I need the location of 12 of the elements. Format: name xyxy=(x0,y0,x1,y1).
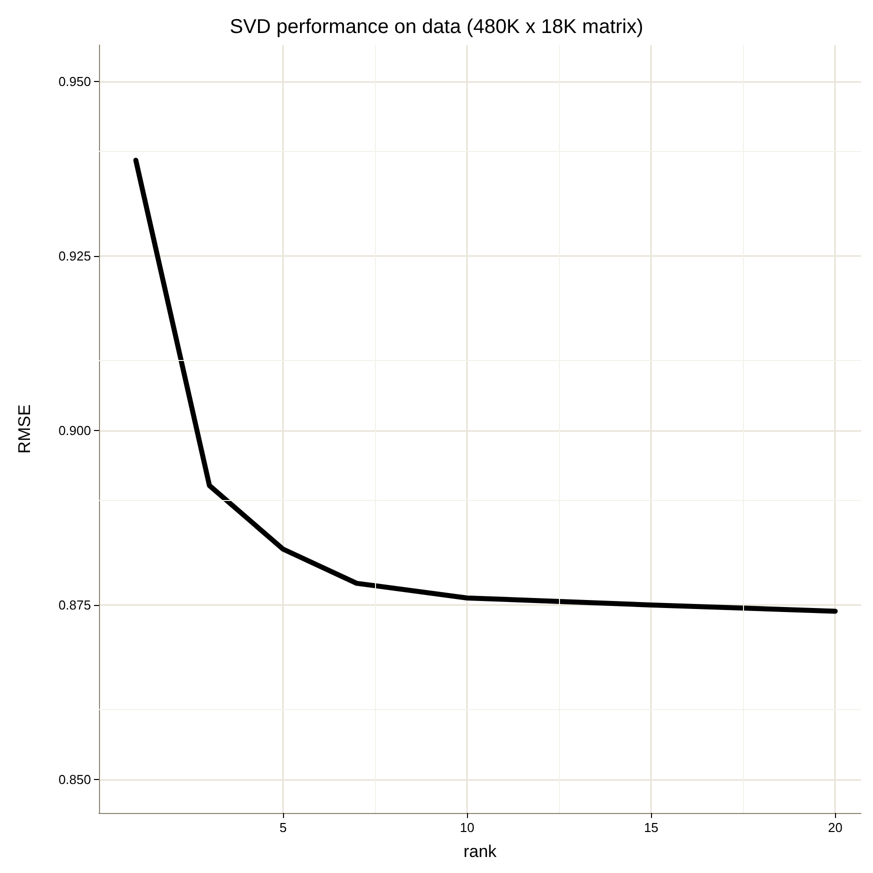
x-tick-label: 20 xyxy=(828,820,842,835)
x-tick-label: 5 xyxy=(279,820,287,835)
y-tick-label: 0.925 xyxy=(58,248,91,264)
x-axis-title: rank xyxy=(463,842,498,861)
y-tick-label: 0.850 xyxy=(58,772,91,787)
y-tick-label: 0.875 xyxy=(58,597,91,612)
y-axis-title: RMSE xyxy=(15,404,34,454)
x-tick-label: 15 xyxy=(644,820,658,835)
y-tick-label: 0.900 xyxy=(58,422,91,438)
chart-title: SVD performance on data (480K x 18K matrix) xyxy=(230,16,644,38)
y-tick-label: 0.950 xyxy=(58,74,91,89)
x-tick-label: 10 xyxy=(460,820,474,835)
